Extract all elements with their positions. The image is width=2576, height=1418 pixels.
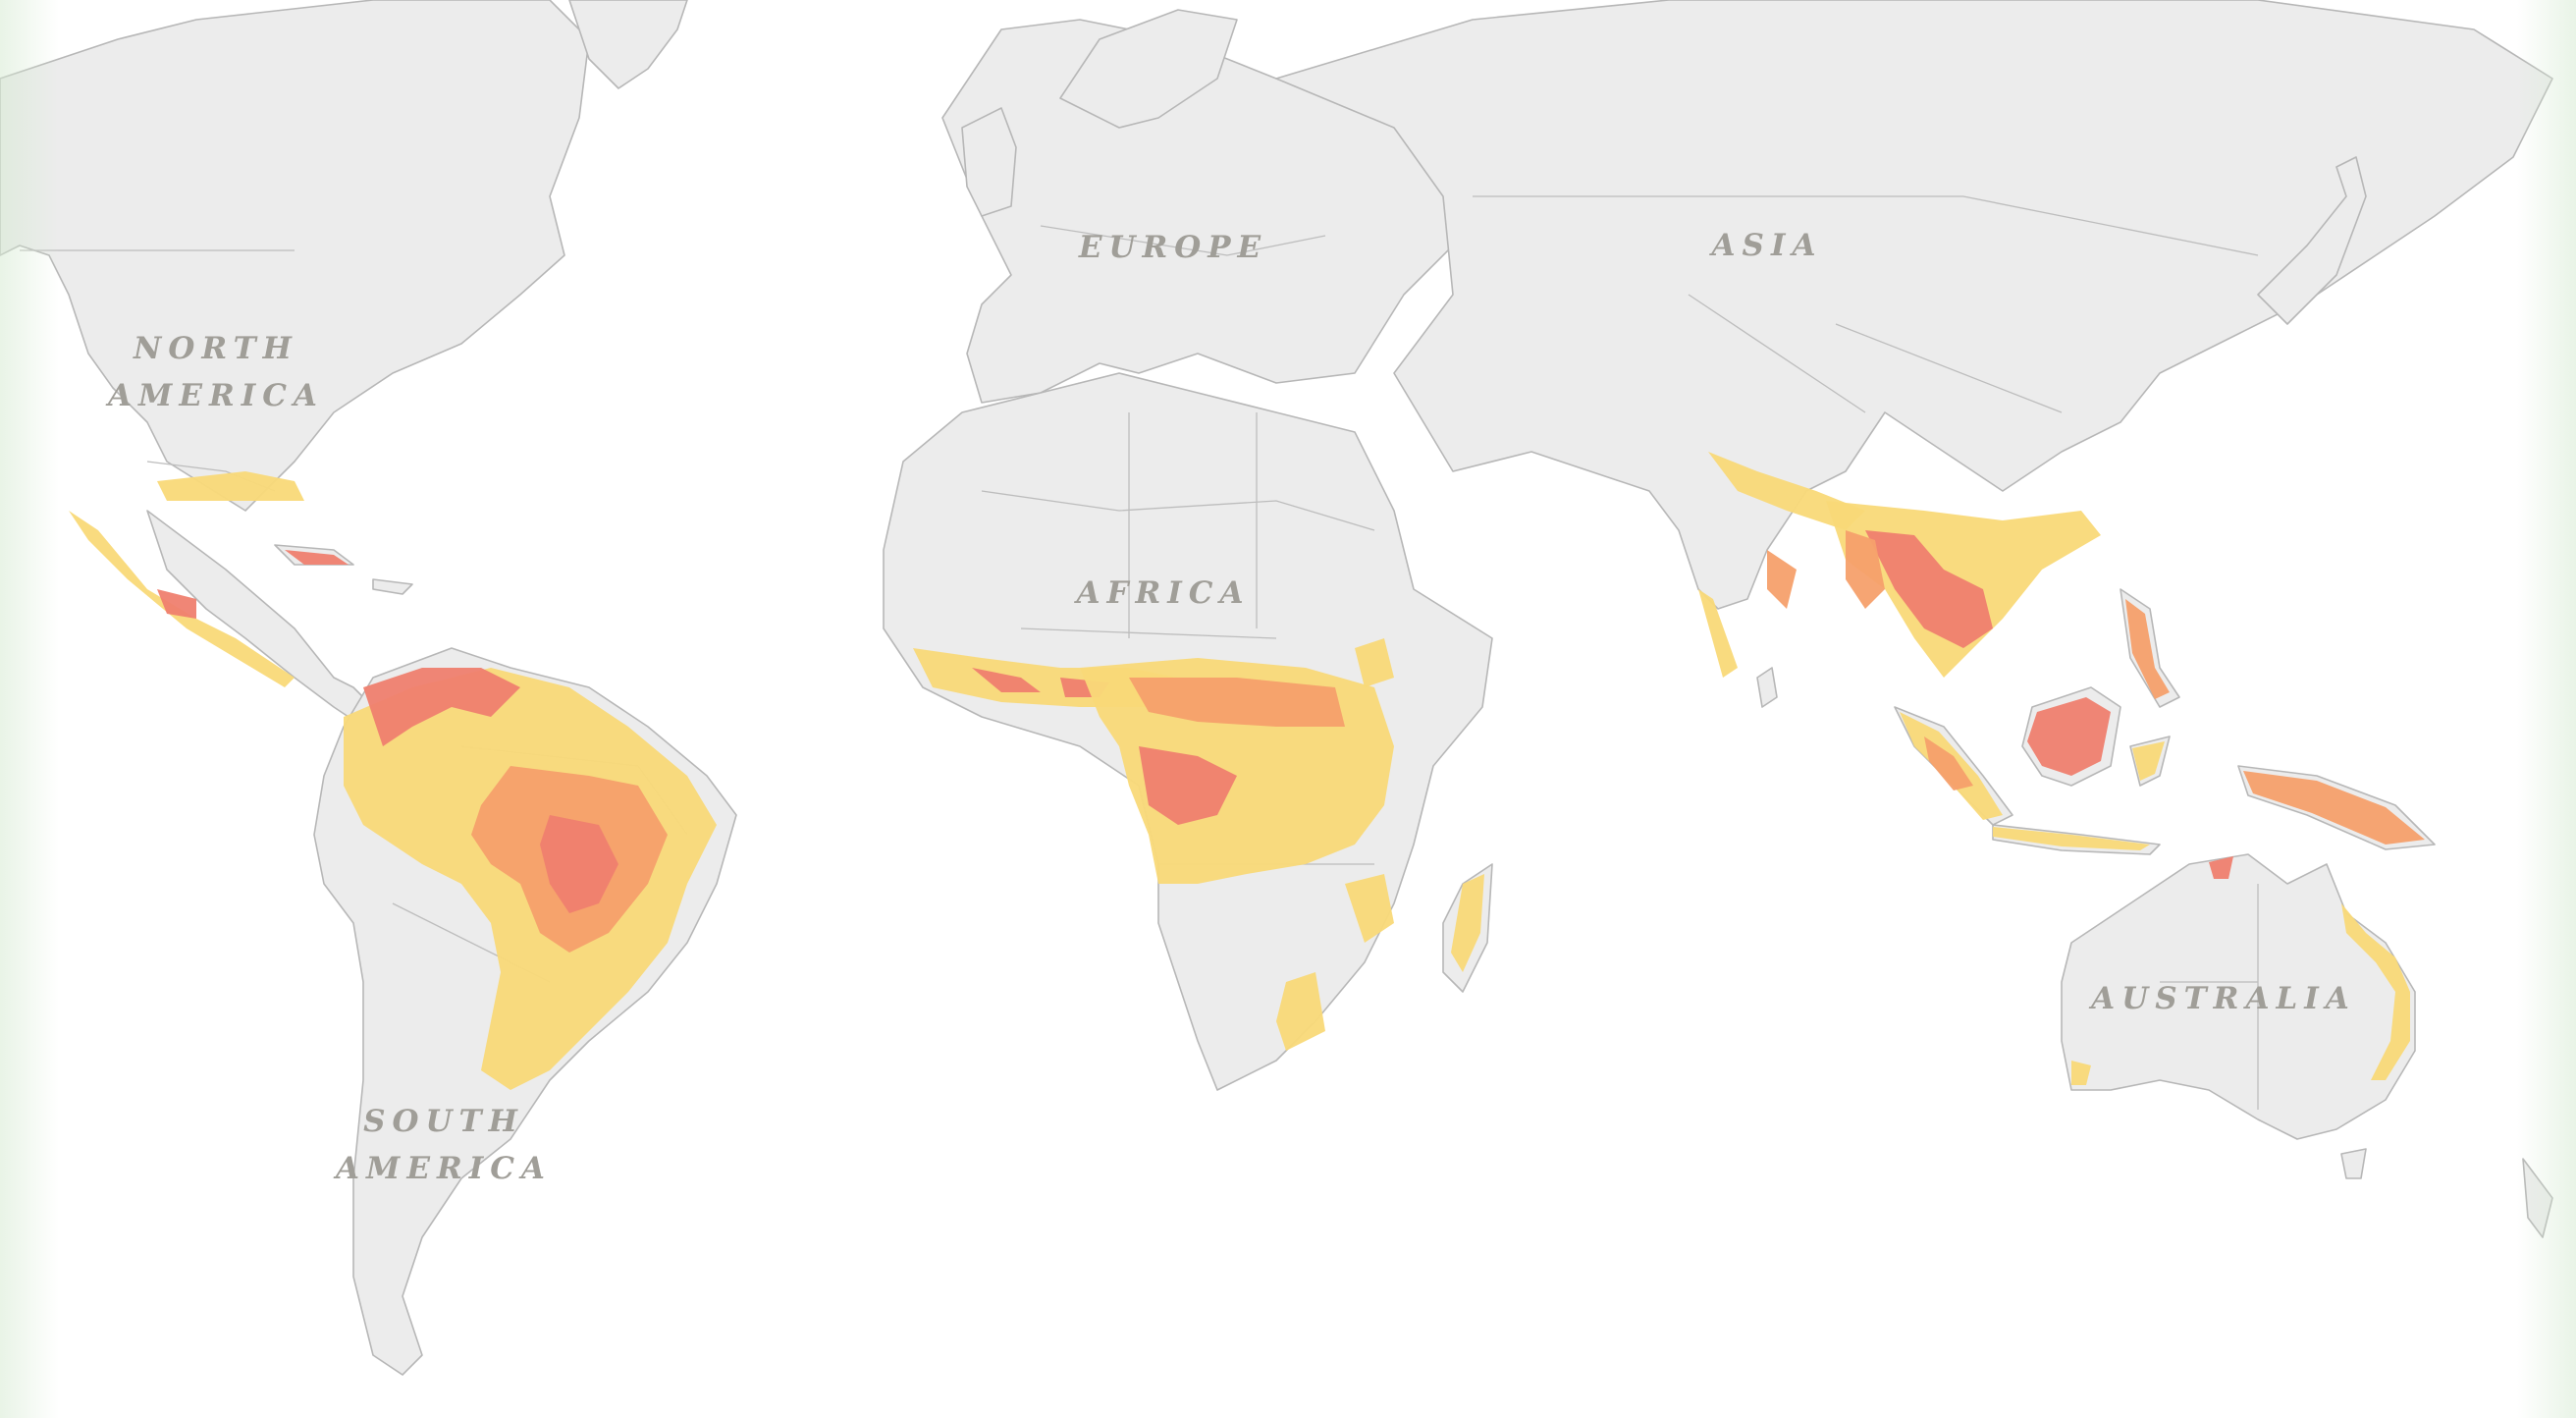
loss-area-amazon-core [540,815,618,913]
loss-area-myanmar [1846,530,1885,609]
label-south-america-line1: SOUTH [363,1104,524,1139]
loss-area-australia-east-coast [2341,903,2410,1080]
australia-landmass [2061,853,2416,1140]
loss-area-india-east [1767,550,1797,609]
loss-area-central-america [69,471,304,687]
loss-area-java [1993,827,2150,850]
loss-area-madagascar [1451,874,1484,972]
continent-labels: NORTH AMERICA EUROPE ASIA AFRICA SOUTH A… [105,228,2356,1186]
loss-area-amazon-north [363,668,520,746]
loss-area-australia-southwest [2071,1061,2091,1085]
label-south-america-line2: AMERICA [333,1151,552,1186]
loss-area-himalaya-foothills [1708,452,1865,530]
loss-area-india-west-coast [1698,589,1738,678]
loss-area-indochina [1865,530,1993,648]
loss-area-west-africa-coast [972,668,1109,697]
label-north-america-line2: AMERICA [105,378,324,413]
loss-area-congo-north [1129,678,1345,727]
greenland-landmass [568,0,688,89]
loss-area-sulawesi [2132,741,2165,781]
uk-landmass [961,107,1017,217]
label-asia: ASIA [1709,228,1823,263]
label-europe: EUROPE [1078,230,1267,265]
europe-landmass [941,19,1454,404]
loss-area-new-guinea [2243,771,2425,845]
china-border [1835,323,2063,413]
forest-loss-overlay [69,452,2425,1090]
loss-area-philippines [2125,599,2170,699]
tasmania-landmass [2340,1148,2367,1179]
australia-state-borders [2160,884,2259,1110]
sahel-border [981,490,1375,531]
new-zealand-landmass [2522,1158,2553,1238]
loss-area-cape-york [2209,856,2233,879]
loss-area-east-africa [1276,638,1394,1051]
central-asia-border [1688,294,1866,413]
west-africa-border [1020,627,1277,639]
label-africa: AFRICA [1073,575,1250,611]
europe-internal-border [1040,225,1326,256]
label-australia: AUSTRALIA [2088,981,2356,1016]
japan-landmass [2257,156,2367,325]
scandinavia-landmass [1059,9,1238,129]
loss-area-sumatra-core [1924,736,1973,791]
loss-area-caribbean [157,550,349,619]
north-america-landmass [0,0,590,512]
label-north-america-line1: NORTH [133,331,298,366]
loss-area-borneo [2027,697,2111,776]
loss-area-congo-core [1139,746,1237,825]
sri-lanka-landmass [1756,667,1778,708]
russia-border [1473,195,2259,256]
